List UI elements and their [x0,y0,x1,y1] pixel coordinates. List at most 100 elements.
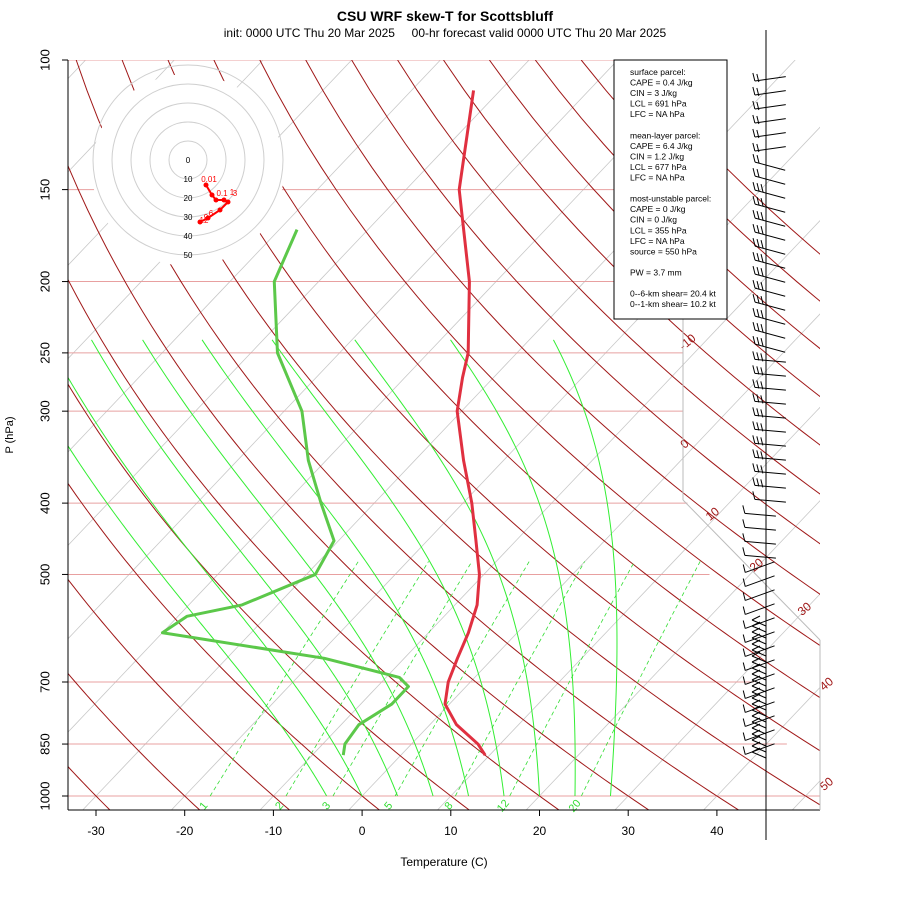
hodograph-point [209,192,215,198]
info-box-line: CAPE = 0.4 J/kg [630,78,693,88]
y-tick-label: 150 [37,179,52,201]
info-box-line: CIN = 0 J/kg [630,215,677,225]
wind-barb [752,252,786,269]
info-box-line: LFC = NA hPa [630,109,685,119]
dewpoint-profile-line [160,229,410,756]
hodograph-point [203,182,209,188]
wind-barb [742,687,775,699]
x-tick-label: 40 [710,824,724,838]
wind-barb [752,86,786,97]
info-box-line: source = 550 hPa [630,246,697,256]
wind-barb [752,463,786,475]
wind-barb [752,379,786,391]
dry-adiabat [68,672,201,810]
hodograph-ring [168,140,208,180]
wind-barb [752,142,786,153]
hodograph-ring [130,102,246,218]
dry-adiabat [121,60,820,806]
mixing-ratio-line [394,561,530,797]
wind-barb [752,351,786,363]
y-axis-label: P (hPa) [4,416,16,453]
wind-barb [752,308,786,325]
wind-barb [752,407,786,419]
x-tick-label: -30 [87,824,105,838]
moist-adiabat [553,339,618,797]
info-box-line: CAPE = 6.4 J/kg [630,141,693,151]
wind-barb [752,477,786,489]
wind-barb [752,491,786,503]
profiles [160,90,487,756]
x-axis-label: Temperature (C) [400,855,487,869]
wind-barb [752,100,786,111]
hodograph-ring-label: 40 [184,232,193,241]
wind-barb [752,449,786,461]
dry-adiabat [68,383,470,810]
x-tick-label: 10 [444,824,458,838]
info-box-line: LCL = 355 hPa [630,225,687,235]
wind-barb [742,575,775,587]
dry-adiabat-label: 30 [795,599,814,619]
wind-barb [742,533,776,545]
hodograph-ring-label: 10 [184,175,193,184]
wind-barb [742,715,775,727]
hodograph-point [213,197,219,203]
hodograph-ring-label: 0 [186,156,191,165]
wind-barb [752,322,786,339]
wind-barb [742,519,776,531]
y-tick-label: 100 [37,49,52,71]
isotherm [82,60,796,810]
wind-barb [752,128,786,139]
info-box-line: mean-layer parcel: [630,130,700,140]
wind-barb [752,224,786,241]
mixing-ratio-line [332,561,473,797]
y-tick-label: 400 [37,492,52,514]
mixing-ratio-label: 20 [567,798,584,815]
wind-barb [752,210,786,227]
wind-barb [752,365,786,377]
y-tick-label: 200 [37,271,52,293]
info-box-line: PW = 3.7 mm [630,267,682,277]
thermo-lines [68,60,820,810]
hodograph-point-label: 0.1 [216,189,228,198]
wind-barb [742,729,775,741]
isotherm [68,60,530,546]
x-tick-label: 0 [359,824,366,838]
dry-adiabat [68,482,381,810]
wind-barb [742,547,776,559]
info-box-line: LFC = NA hPa [630,173,685,183]
dry-adiabat [305,60,820,595]
hodograph-point-label: 9 [204,213,209,222]
info-box-line: 0--6-km shear= 20.4 kt [630,289,716,299]
wind-barb [742,603,775,615]
info-box-line: CIN = 1.2 J/kg [630,151,684,161]
mixing-ratio-line [454,561,585,797]
dry-adiabat [488,60,820,398]
info-box-line: LFC = NA hPa [630,236,685,246]
x-tick-label: -10 [265,824,283,838]
wind-barb [742,673,775,685]
hodograph-point-label: 3 [233,189,238,198]
info-box-line: LCL = 677 hPa [630,162,687,172]
wind-barb [742,505,776,517]
info-box-line: LCL = 691 hPa [630,99,687,109]
chart-subtitle: init: 0000 UTC Thu 20 Mar 2025 00-hr for… [224,26,667,40]
wind-barb [752,238,786,255]
hodograph-point-label: 0.01 [201,175,217,184]
hodograph-point [221,197,227,203]
x-tick-label: 30 [622,824,636,838]
wind-barb [742,589,775,601]
wind-barb [751,747,767,759]
mixing-ratio-line [209,561,359,797]
wind-barb [742,561,775,573]
wind-barb [752,435,786,447]
mixing-ratio-line [509,561,635,797]
wind-barb [752,266,786,283]
dry-adiabat [68,278,560,810]
hodograph-point [217,207,223,213]
isotherm [68,60,441,453]
wind-barb [742,645,775,657]
